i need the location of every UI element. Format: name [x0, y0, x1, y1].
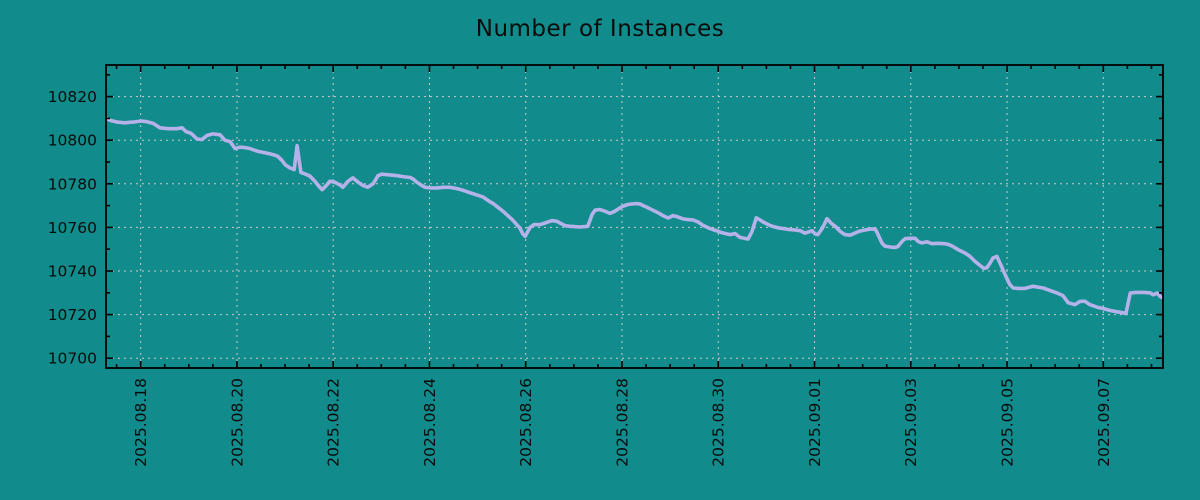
chart-title: Number of Instances	[475, 16, 725, 42]
y-tick-label: 10700	[48, 350, 97, 368]
x-tick-label: 2025.08.18	[132, 378, 150, 467]
x-tick-label: 2025.09.01	[806, 378, 824, 467]
plot-frame	[105, 64, 1164, 369]
x-tick-label: 2025.08.20	[228, 378, 246, 467]
x-tick-label: 2025.09.07	[1095, 378, 1113, 467]
y-tick-label: 10720	[48, 306, 97, 324]
y-tick-label: 10800	[48, 132, 97, 150]
y-tick-label: 10820	[48, 88, 97, 106]
x-tick-label: 2025.08.26	[517, 378, 535, 467]
x-tick-label: 2025.08.22	[325, 378, 343, 467]
x-tick-label: 2025.09.03	[902, 378, 920, 467]
y-tick-label: 10780	[48, 175, 97, 193]
x-tick-label: 2025.09.05	[998, 378, 1016, 467]
y-tick-label: 10740	[48, 262, 97, 280]
x-tick-label: 2025.08.30	[710, 378, 728, 467]
x-tick-label: 2025.08.24	[421, 378, 439, 467]
x-tick-label: 2025.08.28	[613, 378, 631, 467]
y-tick-label: 10760	[48, 219, 97, 237]
series-line-instances	[106, 116, 1163, 316]
